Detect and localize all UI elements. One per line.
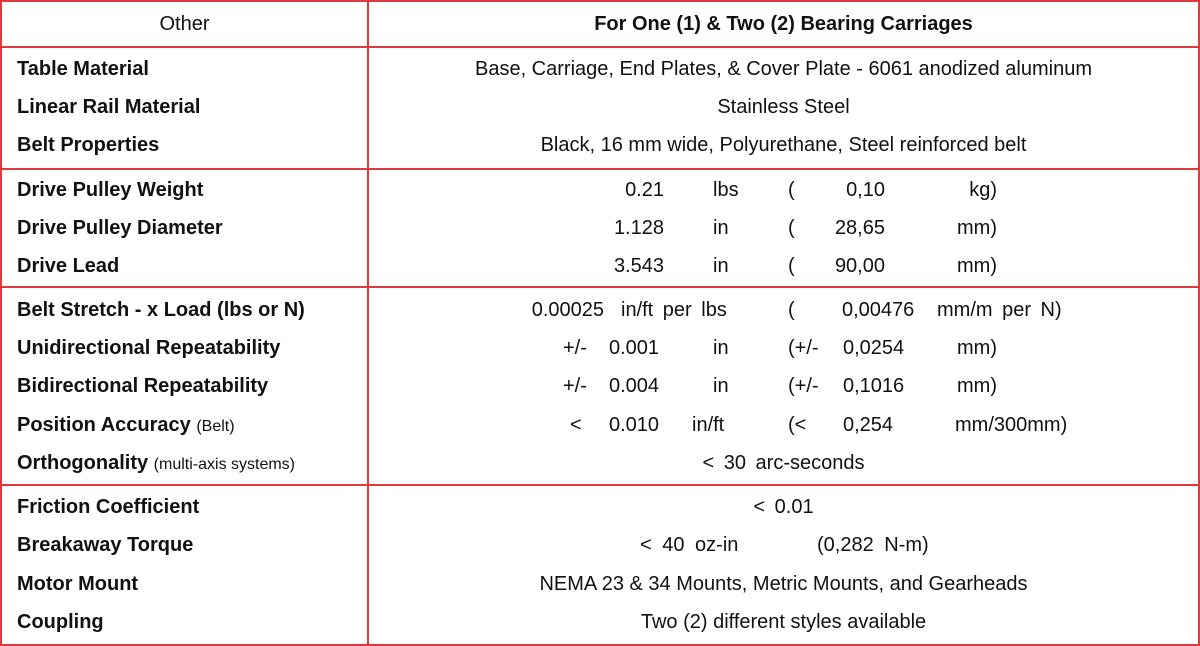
unit-drive-lead: in [713,255,729,277]
unit-position-accuracy: in/ft [692,414,725,436]
section-divider-3 [0,484,1200,486]
table-border-right [1198,0,1200,646]
table-border-top [0,0,1200,2]
label-breakaway: Breakaway Torque [17,534,194,556]
munit-bi-repeatability: mm) [957,375,997,397]
metric-uni-repeatability: 0,0254 [843,337,905,359]
label-motor-mount: Motor Mount [17,573,139,595]
metric-pulley-weight: 0,10 [846,179,885,201]
value-motor-mount: NEMA 23 & 34 Mounts, Metric Mounts, and … [539,573,1028,595]
label-position-accuracy-sub: (Belt) [196,418,235,435]
label-friction: Friction Coefficient [17,496,200,518]
label-position-accuracy: Position Accuracy (Belt) [17,413,235,439]
header-other: Other [159,12,210,35]
value-position-accuracy: 0.010 [609,414,660,436]
value-belt-properties: Black, 16 mm wide, Polyurethane, Steel r… [540,134,1027,156]
value-table-material: Base, Carriage, End Plates, & Cover Plat… [474,58,1092,80]
paren-belt-stretch: ( [788,299,795,321]
label-orthogonality-sub: (multi-axis systems) [153,456,296,473]
paren-pulley-diameter: ( [788,217,795,239]
unit-uni-repeatability: in [713,337,729,359]
metric-position-accuracy: 0,254 [843,414,894,436]
prefix-position-accuracy: < [570,414,582,436]
value-belt-stretch: 0.00025 [531,299,604,321]
section-divider-1 [0,168,1200,170]
munit-pulley-weight: kg) [969,179,997,201]
value-bi-repeatability: 0.004 [609,375,660,397]
munit-belt-stretch: mm/m per N) [937,299,1062,321]
label-bi-repeatability: Bidirectional Repeatability [17,375,269,397]
label-orthogonality-main: Orthogonality [17,452,149,474]
value-friction: < 0.01 [753,496,814,518]
paren-pulley-weight: ( [788,179,795,201]
header-divider [0,46,1200,48]
prefix-bi-repeatability: +/- [563,375,587,397]
metric-bi-repeatability: 0,1016 [843,375,905,397]
label-position-accuracy-main: Position Accuracy [17,414,191,436]
header-bearing-carriages: For One (1) & Two (2) Bearing Carriages [594,12,973,35]
unit-bi-repeatability: in [713,375,729,397]
paren-drive-lead: ( [788,255,795,277]
value-pulley-weight: 0.21 [625,179,664,201]
label-drive-lead: Drive Lead [17,255,120,277]
value-orthogonality: < 30 arc-seconds [702,452,865,474]
metric-pulley-diameter: 28,65 [834,217,885,239]
section-divider-2 [0,286,1200,288]
label-orthogonality: Orthogonality (multi-axis systems) [17,451,295,477]
value-uni-repeatability: 0.001 [609,337,660,359]
table-border-left [0,0,2,646]
metric-belt-stretch: 0,00476 [842,299,915,321]
label-pulley-diameter: Drive Pulley Diameter [17,217,223,239]
label-uni-repeatability: Unidirectional Repeatability [17,337,281,359]
table-border-bottom [0,644,1200,646]
munit-pulley-diameter: mm) [957,217,997,239]
label-coupling: Coupling [17,611,104,633]
label-pulley-weight: Drive Pulley Weight [17,179,204,201]
column-divider [367,0,369,646]
paren-uni-repeatability: (+/- [788,337,819,359]
paren-bi-repeatability: (+/- [788,375,819,397]
metric-breakaway: (0,282 N-m) [817,534,929,556]
label-belt-stretch: Belt Stretch - x Load (lbs or N) [17,299,305,321]
label-table-material: Table Material [17,58,149,80]
unit-pulley-diameter: in [713,217,729,239]
prefix-uni-repeatability: +/- [563,337,587,359]
value-pulley-diameter: 1.128 [613,217,664,239]
unit-belt-stretch: in/ft per lbs [621,299,727,321]
value-linear-rail: Stainless Steel [717,96,850,118]
label-linear-rail: Linear Rail Material [17,96,201,118]
metric-drive-lead: 90,00 [834,255,885,277]
value-drive-lead: 3.543 [613,255,664,277]
munit-drive-lead: mm) [957,255,997,277]
label-belt-properties: Belt Properties [17,134,160,156]
paren-position-accuracy: (< [788,414,807,436]
value-coupling: Two (2) different styles available [640,611,927,633]
munit-uni-repeatability: mm) [957,337,997,359]
munit-position-accuracy: mm/300mm) [955,414,1068,436]
value-breakaway: < 40 oz-in [640,534,739,556]
unit-pulley-weight: lbs [713,179,739,201]
